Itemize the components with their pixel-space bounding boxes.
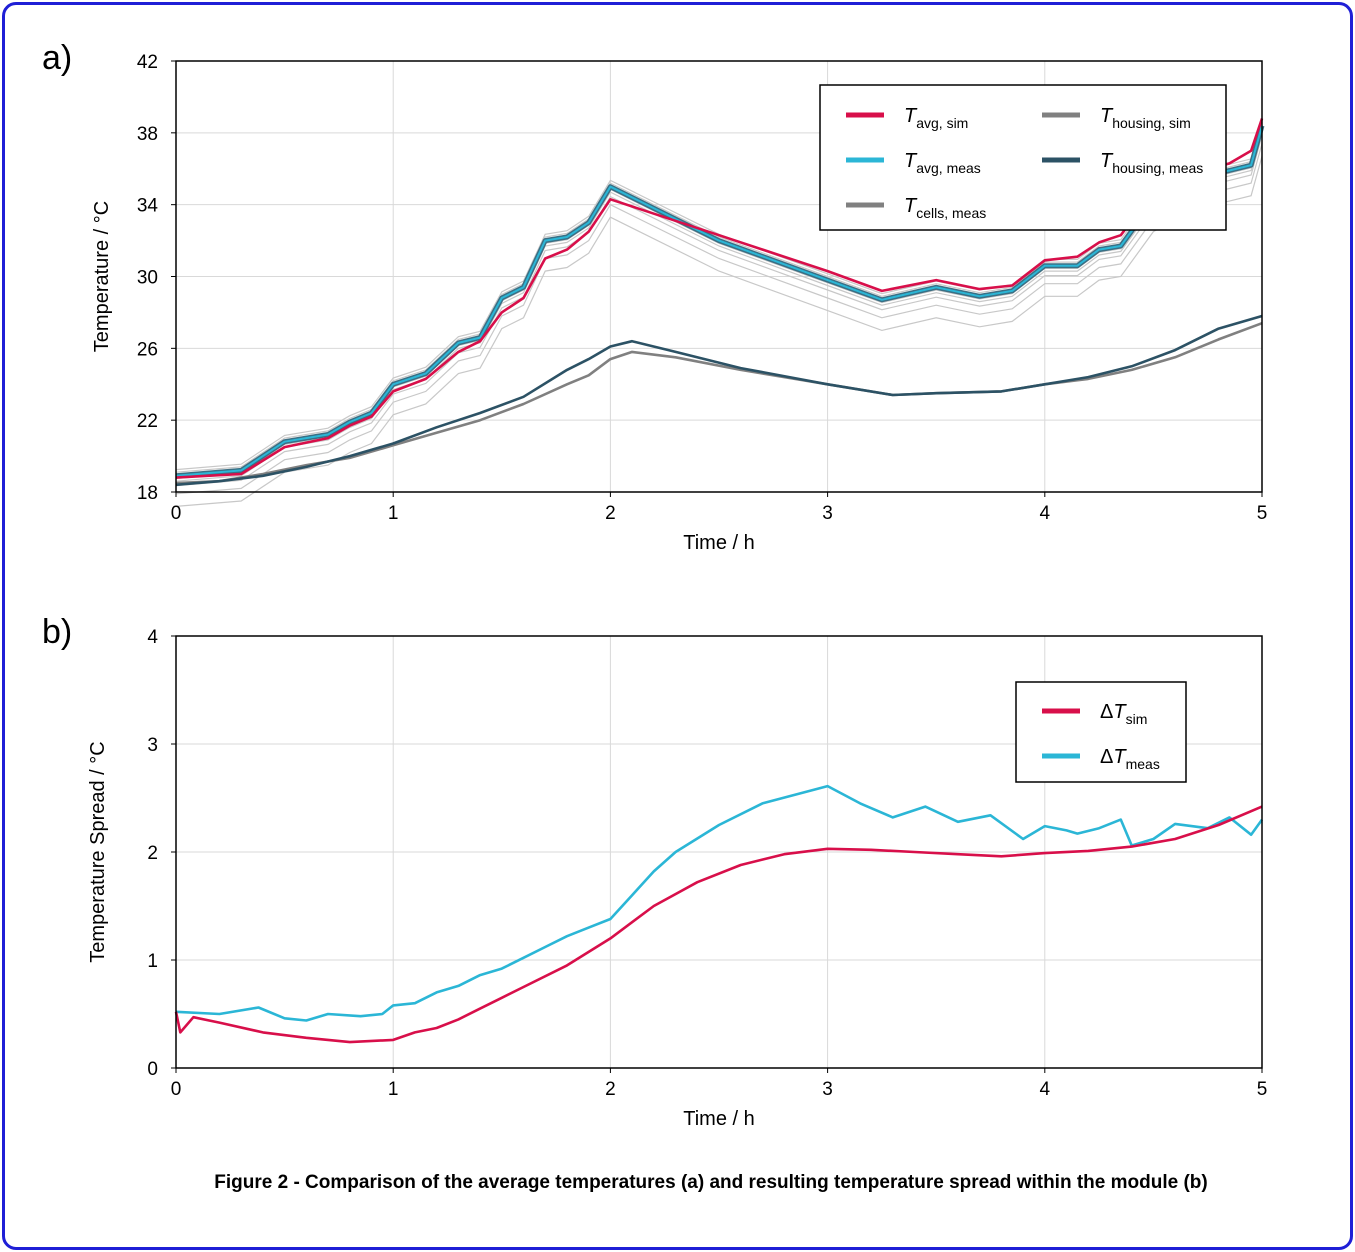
panel-label: a): [42, 39, 72, 77]
x-tick-label: 5: [1257, 1079, 1268, 1100]
x-tick-label: 2: [605, 503, 616, 524]
legend-label: Tavg, sim: [904, 105, 968, 131]
series-line-avg-meas: [175, 125, 1263, 477]
legend-label-main: T: [1100, 105, 1114, 127]
legend-label-delta: Δ: [1100, 701, 1113, 723]
x-axis-title: Time / h: [683, 532, 755, 554]
x-tick-label: 0: [171, 1079, 182, 1100]
figure-caption: Figure 2 - Comparison of the average tem…: [214, 1172, 1208, 1193]
cells-meas-line-1: [175, 119, 1263, 471]
y-tick-label: 1: [147, 951, 158, 972]
series-line-housing-meas: [175, 314, 1263, 487]
x-tick-label: 4: [1040, 1079, 1051, 1100]
y-tick-label: 34: [137, 196, 159, 217]
legend-label: ΔTmeas: [1100, 746, 1160, 772]
legend-label: Thousing, sim: [1100, 105, 1191, 131]
y-tick-label: 4: [147, 627, 158, 648]
series-line-avg-sim: [175, 118, 1264, 479]
chart-panel-b: b) 0 1 2 3 4 5 0 1 2 3 4 Time / h Temperature Spread …: [42, 613, 1267, 1130]
legend-box: [819, 84, 1227, 231]
series-line-sim: [174, 805, 1263, 1044]
legend-label: Thousing, meas: [1100, 150, 1203, 176]
x-axis-title: Time / h: [683, 1108, 755, 1130]
x-tick-label: 3: [822, 1079, 833, 1100]
legend-box: [1015, 681, 1187, 783]
x-tick-label: 2: [605, 1079, 616, 1100]
legend-label-sub: meas: [1126, 756, 1160, 772]
x-tick-label: 1: [388, 1079, 399, 1100]
series-line-housing-sim: [175, 321, 1263, 485]
legend-label-main: T: [904, 105, 918, 127]
legend-label-main: T: [904, 150, 918, 172]
legend-label: Tavg, meas: [904, 150, 981, 176]
legend-label-sub: avg, meas: [916, 160, 981, 176]
panel-label: b): [42, 613, 72, 651]
y-tick-label: 42: [137, 52, 158, 73]
y-tick-label: 0: [147, 1059, 158, 1080]
legend-label-delta: Δ: [1100, 746, 1113, 768]
x-tick-label: 1: [388, 503, 399, 524]
series-line-meas: [175, 784, 1264, 1022]
legend-label-sub: housing, meas: [1112, 160, 1203, 176]
y-tick-label: 18: [137, 483, 158, 504]
y-tick-label: 30: [137, 268, 158, 289]
y-tick-label: 26: [137, 339, 158, 360]
legend-label-sub: sim: [1126, 711, 1148, 727]
y-tick-label: 38: [137, 124, 158, 145]
legend-label: Tcells, meas: [904, 195, 986, 221]
cells-meas-line-5: [175, 135, 1263, 487]
legend-label-main: T: [1113, 701, 1127, 723]
y-axis-title: Temperature / °C: [91, 201, 113, 352]
legend-label-sub: cells, meas: [916, 205, 986, 221]
y-axis-title: Temperature Spread / °C: [87, 741, 109, 962]
legend-label-sub: housing, sim: [1112, 115, 1191, 131]
y-tick-label: 3: [147, 735, 158, 756]
x-tick-label: 0: [171, 503, 182, 524]
legend-label: ΔTsim: [1100, 701, 1147, 727]
x-tick-label: 5: [1257, 503, 1268, 524]
y-tick-label: 2: [147, 843, 158, 864]
y-tick-label: 22: [137, 411, 158, 432]
cells-meas-line-6: [175, 143, 1263, 495]
legend-label-main: T: [904, 195, 918, 217]
legend-label-main: T: [1100, 150, 1114, 172]
legend-label-main: T: [1113, 746, 1127, 768]
x-tick-label: 4: [1040, 503, 1051, 524]
cells-meas-line-4: [175, 130, 1263, 482]
legend-label-sub: avg, sim: [916, 115, 968, 131]
cells-meas-line-7: [175, 156, 1263, 507]
x-tick-label: 3: [822, 503, 833, 524]
